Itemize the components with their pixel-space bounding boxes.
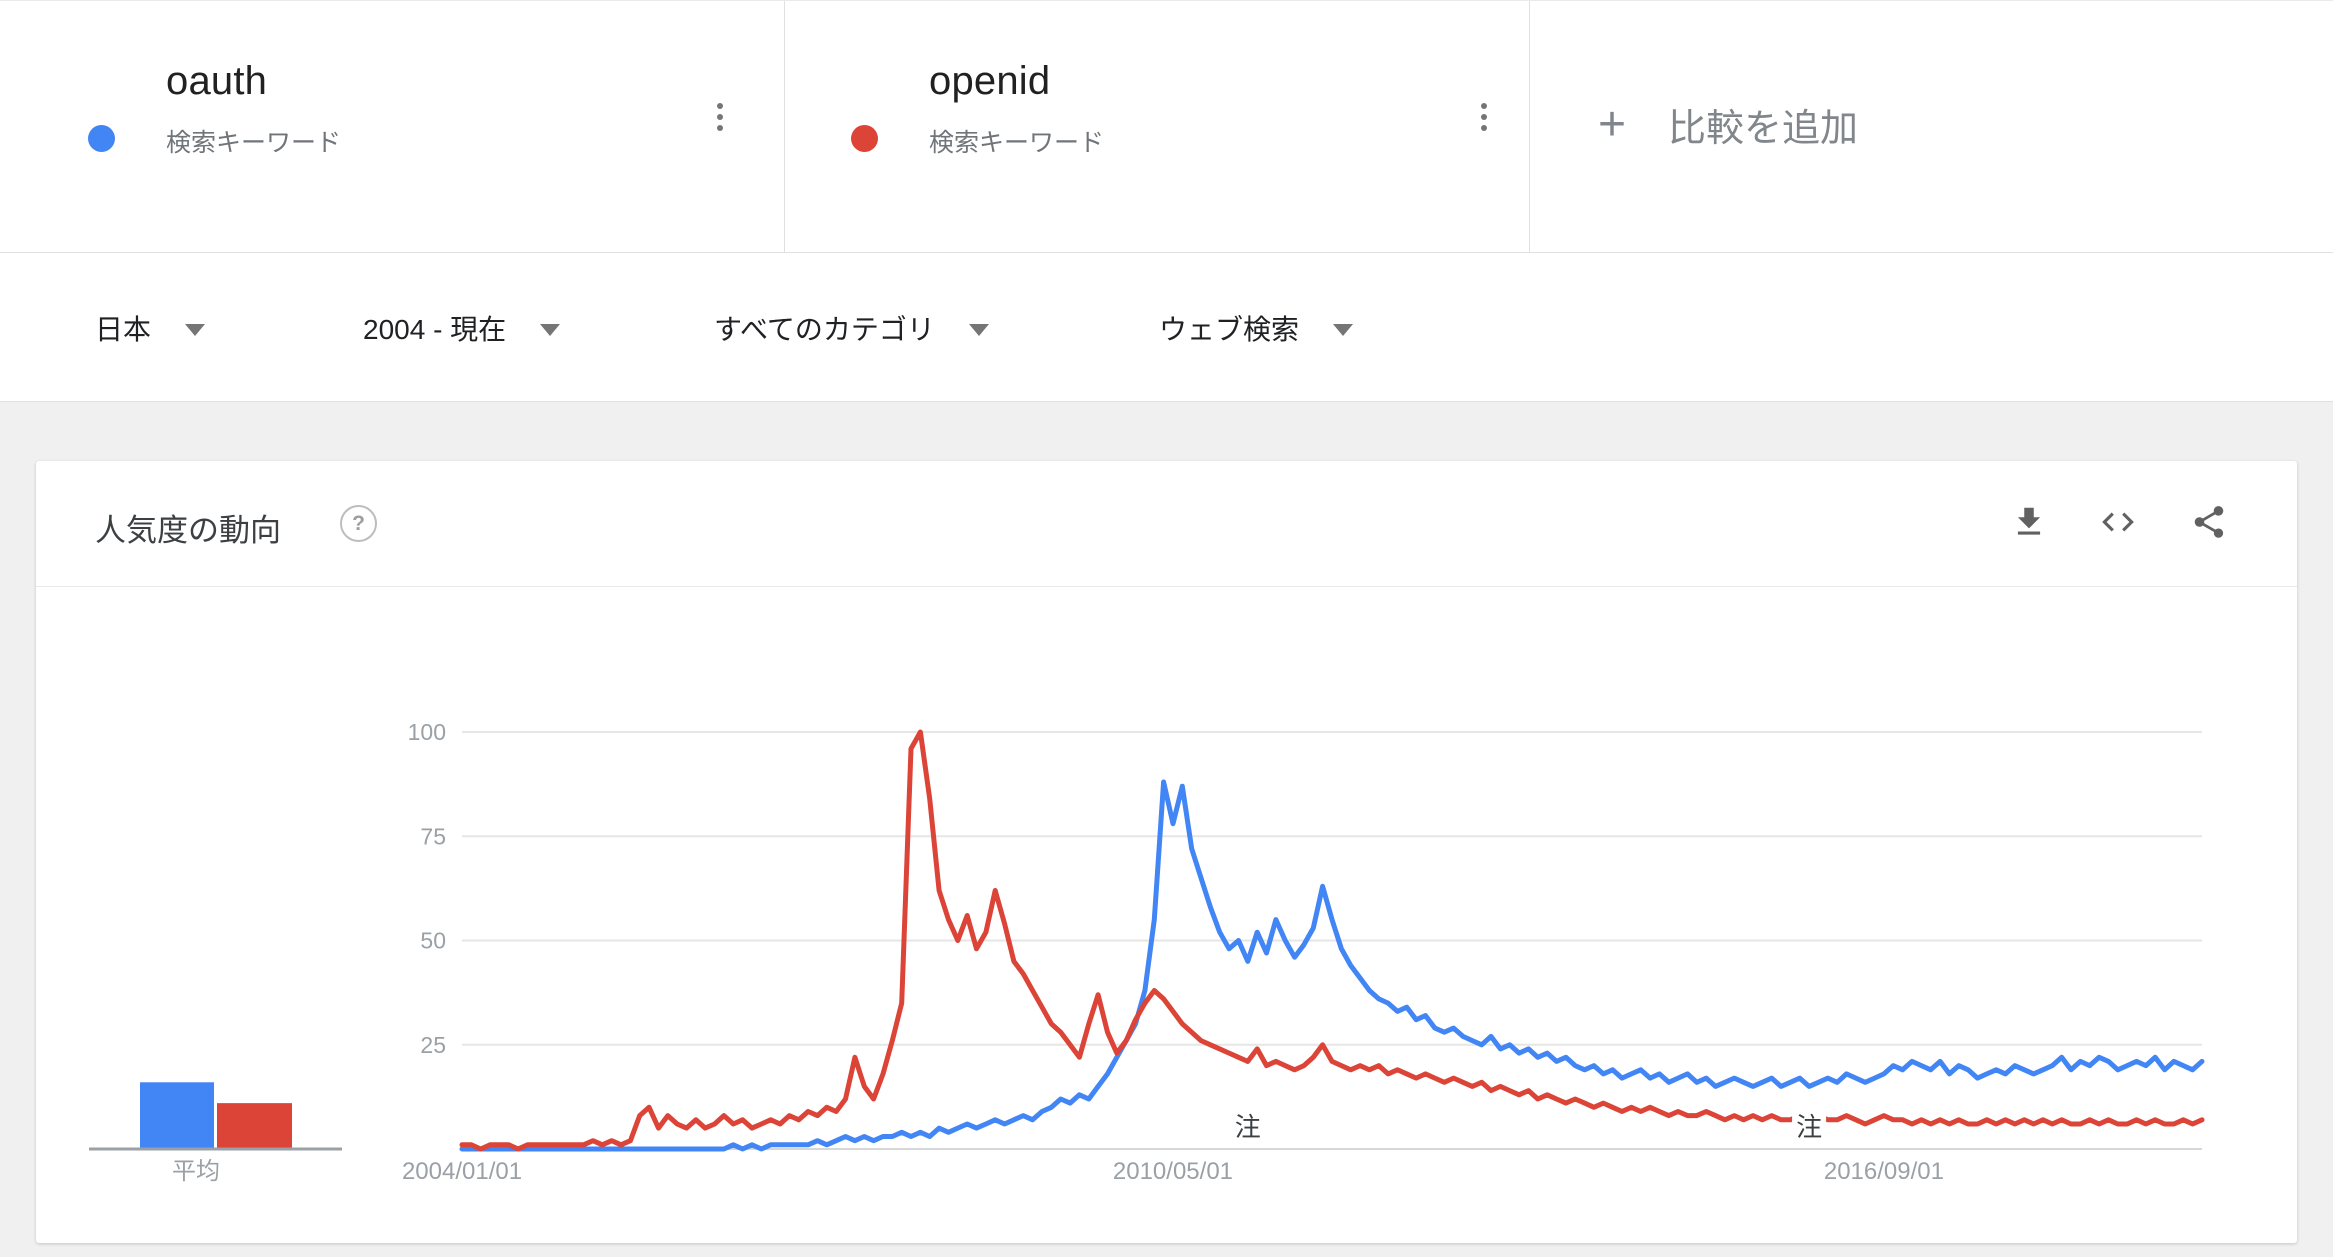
svg-text:75: 75: [420, 823, 446, 849]
category-filter-dropdown[interactable]: すべてのカテゴリ: [714, 253, 989, 402]
interest-over-time-card: 人気度の動向 ? 25 50 75 100 2004/01/01 2010/05/01 20…: [36, 461, 2297, 1243]
chevron-down-icon: [540, 323, 561, 336]
term-card-openid[interactable]: openid 検索キーワード: [784, 1, 1529, 253]
term-menu-button[interactable]: [696, 93, 744, 141]
term-comparison-row: oauth 検索キーワード openid 検索キーワード + 比較を追加: [0, 0, 2333, 253]
search-type-filter-dropdown[interactable]: ウェブ検索: [1159, 253, 1354, 402]
geo-filter-value: 日本: [95, 313, 152, 345]
term-card-oauth[interactable]: oauth 検索キーワード: [0, 1, 784, 253]
svg-text:50: 50: [420, 928, 446, 954]
term-menu-button[interactable]: [1460, 93, 1508, 141]
help-icon[interactable]: ?: [340, 505, 377, 542]
trend-line-chart[interactable]: 25 50 75 100 2004/01/01 2010/05/01 2016/09/01 注…: [36, 587, 2297, 1243]
more-vert-icon: [1481, 103, 1487, 109]
svg-text:25: 25: [420, 1032, 446, 1058]
geo-filter-dropdown[interactable]: 日本: [95, 253, 206, 402]
svg-text:注: 注: [1235, 1112, 1261, 1142]
embed-code-icon[interactable]: [2094, 498, 2142, 546]
search-type-filter-value: ウェブ検索: [1159, 313, 1300, 345]
filter-bar: 日本 2004 - 現在 すべてのカテゴリ ウェブ検索: [0, 253, 2333, 402]
download-icon[interactable]: [2005, 498, 2053, 546]
term-name: openid: [929, 59, 1051, 103]
term-name: oauth: [166, 59, 268, 103]
chevron-down-icon: [1333, 323, 1354, 336]
svg-text:2010/05/01: 2010/05/01: [1113, 1158, 1233, 1185]
svg-text:2004/01/01: 2004/01/01: [402, 1158, 522, 1185]
term-type-label: 検索キーワード: [929, 129, 1105, 157]
chart-title: 人気度の動向: [95, 513, 281, 548]
category-filter-value: すべてのカテゴリ: [714, 313, 935, 345]
svg-text:平均: 平均: [172, 1158, 220, 1185]
oauth-color-dot: [88, 125, 115, 152]
time-filter-dropdown[interactable]: 2004 - 現在: [363, 253, 561, 402]
chevron-down-icon: [185, 323, 206, 336]
add-comparison-button[interactable]: + 比較を追加: [1529, 1, 2333, 253]
svg-text:2016/09/01: 2016/09/01: [1824, 1158, 1944, 1185]
term-type-label: 検索キーワード: [166, 129, 342, 157]
chart-card-header: 人気度の動向 ?: [36, 461, 2297, 587]
share-icon[interactable]: [2185, 498, 2233, 546]
svg-text:100: 100: [408, 719, 446, 745]
svg-text:注: 注: [1796, 1112, 1822, 1142]
add-comparison-label: 比較を追加: [1668, 108, 1859, 150]
time-filter-value: 2004 - 現在: [363, 313, 507, 345]
openid-color-dot: [851, 125, 878, 152]
chevron-down-icon: [968, 323, 989, 336]
plus-icon: +: [1598, 97, 1627, 151]
more-vert-icon: [717, 103, 723, 109]
